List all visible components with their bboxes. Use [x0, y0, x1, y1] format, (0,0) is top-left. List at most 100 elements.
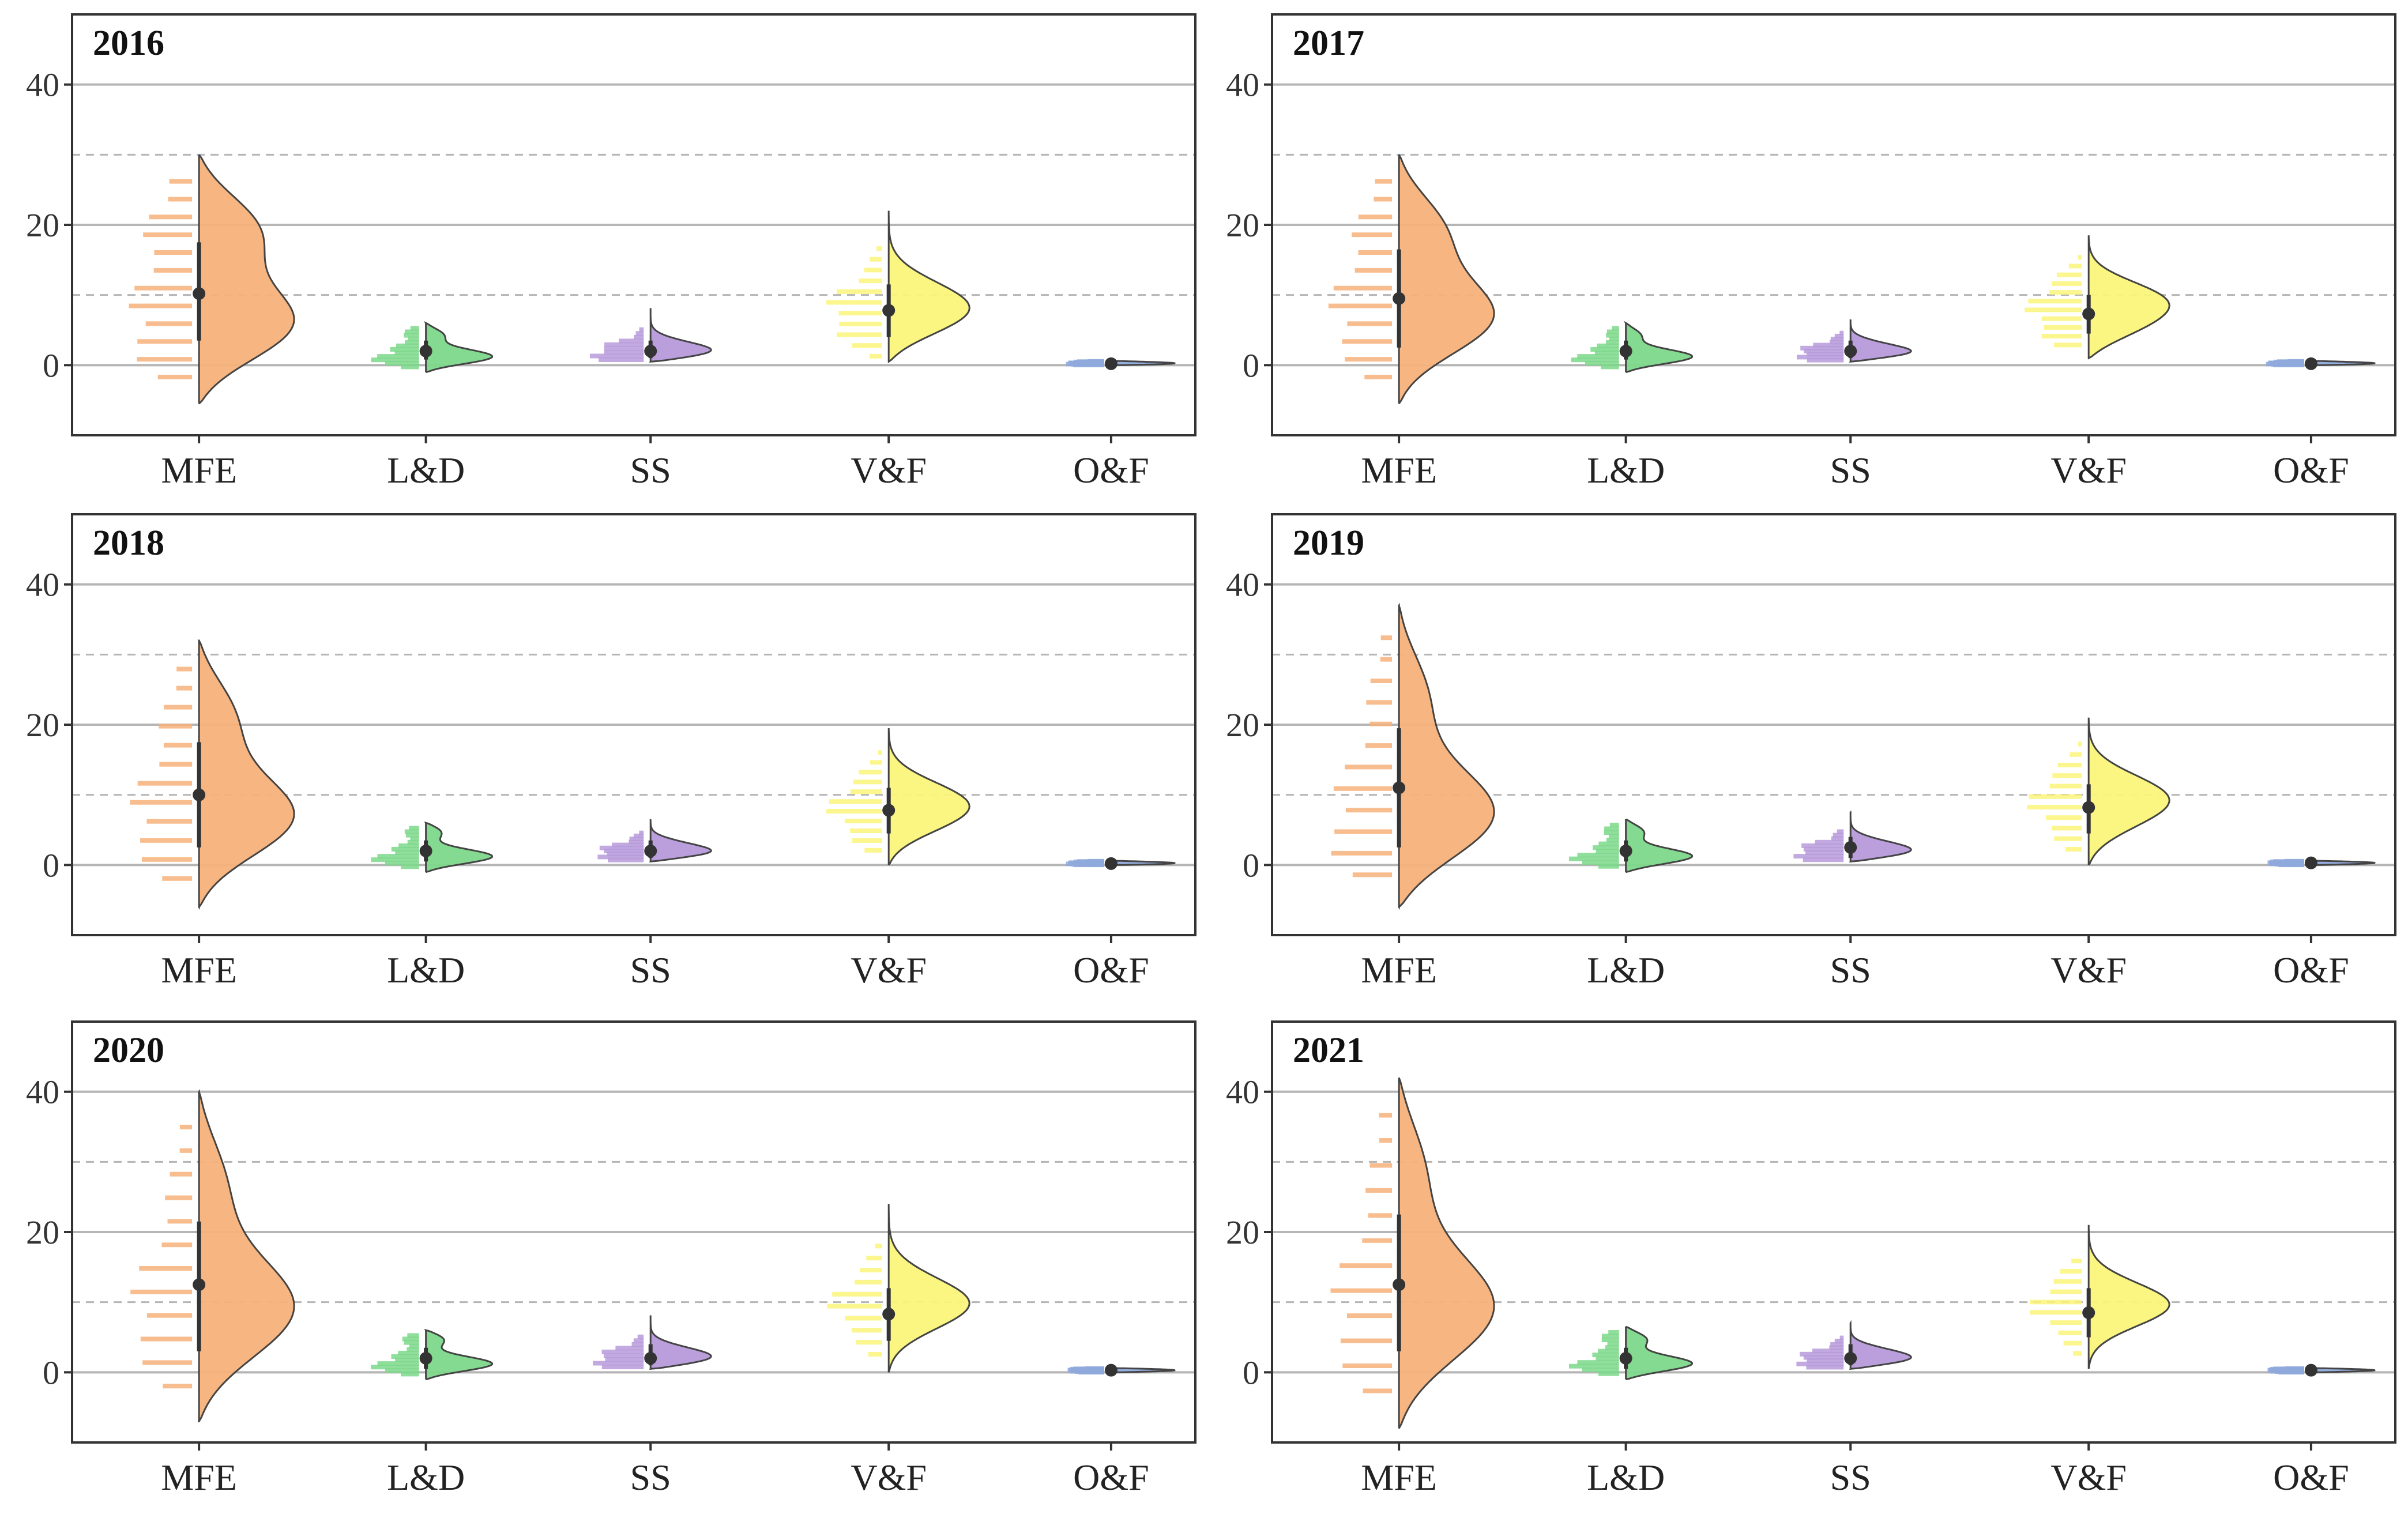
mean-dot: [193, 1278, 206, 1291]
rain-bar: [1602, 1334, 1619, 1339]
rain-bar: [169, 179, 193, 184]
mean-dot: [2082, 307, 2095, 321]
rain-bar: [157, 375, 193, 379]
rain-bar: [2284, 1366, 2304, 1371]
rain-bar: [404, 329, 419, 334]
rain-bar: [149, 214, 193, 220]
rain-bar: [2046, 815, 2082, 820]
rain-bar: [176, 685, 193, 691]
x-tick-label: V&F: [2050, 450, 2127, 491]
rain-bar: [1340, 1263, 1393, 1268]
series-o-f: O&F: [2266, 357, 2376, 491]
rain-bar: [1569, 1363, 1619, 1369]
mean-dot: [644, 845, 657, 857]
rain-bar: [1805, 850, 1844, 855]
rain-bar: [851, 1328, 882, 1333]
mean-dot: [882, 1308, 896, 1321]
rain-bar: [2054, 342, 2082, 348]
mean-dot: [1104, 357, 1118, 370]
series-mfe: MFE: [130, 639, 295, 990]
rain-bar: [1839, 330, 1844, 336]
mean-dot: [1104, 1363, 1118, 1377]
rain-bar: [404, 1340, 419, 1345]
density-o-f: [2310, 360, 2376, 366]
rain-bar: [870, 353, 882, 359]
mean-dot: [1619, 1352, 1632, 1365]
rain-bar: [837, 332, 882, 337]
rain-bar: [409, 826, 419, 831]
rain-bar: [164, 705, 193, 710]
rain-bar: [876, 246, 882, 251]
y-tick-label: 20: [26, 1214, 59, 1251]
rain-bar: [2025, 307, 2082, 312]
rain-bar: [1333, 285, 1393, 291]
rain-bar: [1812, 1349, 1844, 1354]
rain-bar: [2078, 255, 2082, 260]
rain-bar: [608, 857, 644, 862]
rain-bar: [1582, 1368, 1619, 1373]
mean-dot: [419, 1352, 432, 1365]
rain-bar: [1345, 808, 1393, 813]
rain-bar: [1597, 343, 1619, 348]
x-tick-label: SS: [630, 450, 671, 491]
rain-bar: [599, 357, 644, 362]
rain-bar: [2049, 290, 2082, 295]
series-ss: SS: [1793, 810, 1912, 990]
rain-bar: [2052, 281, 2082, 286]
rain-bar: [839, 321, 882, 326]
rain-bar: [410, 836, 419, 841]
rain-bar: [615, 1346, 644, 1351]
rain-bar: [395, 1358, 419, 1362]
rain-bar: [859, 278, 882, 284]
series-mfe: MFE: [129, 154, 295, 491]
density-l-d: [1624, 818, 1694, 873]
rain-bar: [1800, 345, 1844, 351]
rain-bar: [2063, 1340, 2082, 1346]
series-o-f: O&F: [1066, 357, 1176, 491]
rain-bar: [1604, 830, 1619, 835]
x-tick-label: MFE: [1361, 1457, 1437, 1498]
rain-bar: [2052, 826, 2082, 831]
rain-bar: [1596, 849, 1619, 854]
rain-bar: [870, 257, 882, 262]
panel-title: 2018: [93, 523, 164, 563]
series-l-d: L&D: [371, 1328, 494, 1498]
x-tick-label: V&F: [851, 450, 927, 491]
y-tick-label: 20: [26, 706, 59, 744]
rain-bar: [405, 340, 419, 345]
series-v-f: V&F: [2025, 235, 2170, 491]
rain-bar: [637, 1334, 644, 1339]
rain-bar: [163, 743, 193, 748]
rain-bar: [385, 861, 419, 866]
rain-bar: [612, 842, 644, 847]
rain-bar: [1834, 1339, 1844, 1344]
mean-dot: [2304, 357, 2317, 370]
density-mfe: [1398, 154, 1495, 405]
rain-bar: [1379, 1113, 1393, 1118]
series-v-f: V&F: [2027, 717, 2170, 990]
x-tick-label: O&F: [1073, 950, 1149, 990]
rain-bar: [837, 289, 882, 294]
rain-bar: [377, 1361, 419, 1366]
density-mfe: [198, 154, 295, 405]
rain-bar: [1358, 250, 1393, 255]
series-l-d: L&D: [1571, 321, 1694, 491]
rain-bar: [1598, 841, 1619, 846]
rain-bar: [2030, 1299, 2082, 1305]
rain-bar: [619, 338, 644, 344]
series-o-f: O&F: [1066, 857, 1176, 990]
density-ss: [1849, 319, 1912, 363]
panel-title: 2021: [1293, 1031, 1364, 1070]
rain-bar: [1612, 326, 1619, 331]
rain-bar: [1374, 197, 1393, 202]
rain-bar: [407, 839, 419, 845]
rain-bar: [1806, 1365, 1844, 1370]
mean-dot: [193, 788, 206, 801]
rain-bar: [864, 268, 882, 273]
density-mfe: [197, 639, 295, 910]
rain-bar: [868, 1352, 882, 1357]
rain-bar: [137, 781, 193, 786]
rain-bar: [1807, 1358, 1844, 1363]
rain-bar: [1813, 342, 1844, 348]
